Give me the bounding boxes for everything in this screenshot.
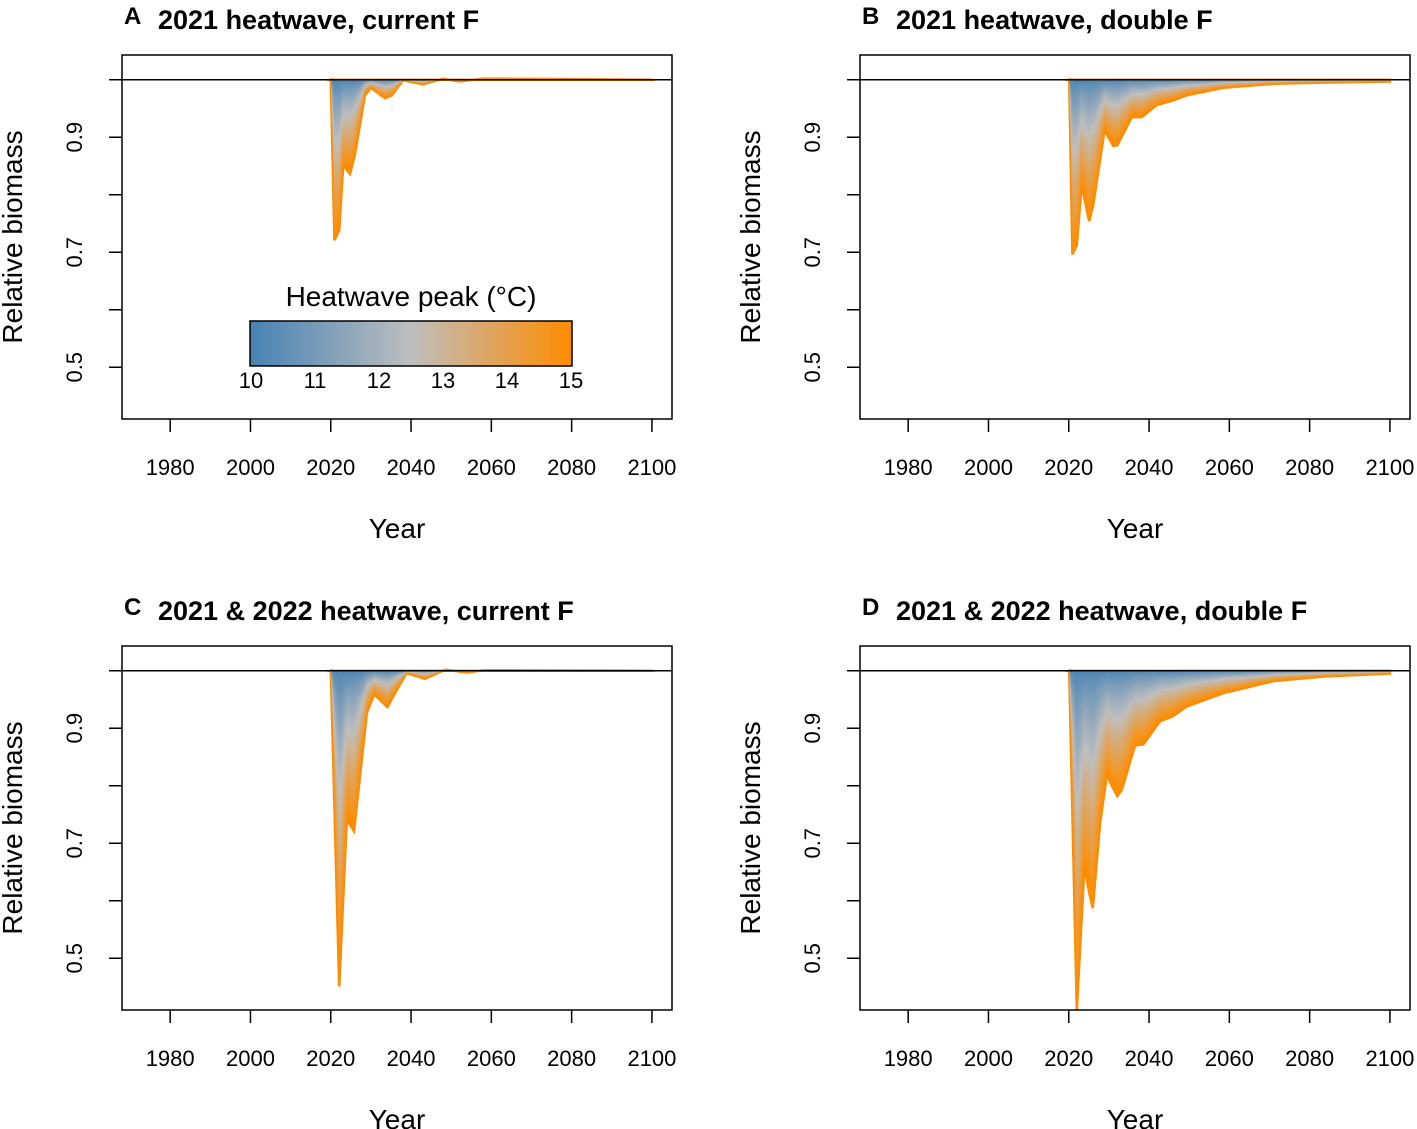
heatwave-area-13.83C [330,669,652,895]
heatwave-area-14.67C [330,78,652,227]
panel-b: B 2021 heatwave, double F 1980 2000 2020 2040… [735,3,1414,544]
colorbar-tick-label: 15 [559,368,583,393]
y-axis-label: Relative biomass [735,721,766,934]
y-tick-label: 0.9 [800,122,825,153]
y-tick-label: 0.5 [800,352,825,383]
panel-letter: C [124,594,141,621]
x-tick-label: 2060 [467,1046,516,1071]
x-tick-label: 2020 [1044,1046,1093,1071]
colorbar-legend: Heatwave peak (°C) 10 11 12 13 14 15 [239,281,583,393]
heatwave-area-14.17C [330,78,652,207]
y-axis-label: Relative biomass [0,721,28,934]
y-tick-label: 0.5 [800,943,825,974]
x-tick-label: 2100 [627,455,676,480]
x-tick-label: 2100 [1365,455,1414,480]
heatwave-area-14.17C [330,669,652,920]
x-tick-label: 2080 [1285,1046,1334,1071]
heatwave-area-14.67C [330,669,652,960]
y-tick-label: 0.7 [62,828,87,859]
x-tick-label: 2060 [1205,1046,1254,1071]
heatwave-area-14.33C [330,78,652,213]
y-axis-label: Relative biomass [0,130,28,343]
colorbar-gradient [249,320,573,367]
x-axis-label: Year [1107,1104,1164,1129]
colorbar-tick-label: 13 [431,368,455,393]
panel-title: 2021 & 2022 heatwave, current F [158,596,574,626]
y-tick-label: 0.9 [62,713,87,744]
x-tick-label: 2080 [1285,455,1334,480]
panel-d: D 2021 & 2022 heatwave, double F 1980 2000 2… [735,594,1414,1129]
x-axis-label: Year [369,1104,426,1129]
x-tick-label: 2100 [1365,1046,1414,1071]
x-tick-label: 2000 [964,1046,1013,1071]
x-tick-label: 1980 [146,1046,195,1071]
heatwave-area-family [326,77,655,241]
panel-c: C 2021 & 2022 heatwave, current F 1980 2000… [0,594,676,1129]
panel-title: 2021 heatwave, double F [896,5,1213,35]
colorbar-tick-label: 12 [367,368,391,393]
x-tick-label: 2020 [306,455,355,480]
x-tick-label: 2080 [547,1046,596,1071]
x-axis-label: Year [1107,513,1164,544]
heatwave-area-14.00C [330,669,652,907]
y-axis-label: Relative biomass [735,130,766,343]
heatwave-area-14.00C [330,78,652,200]
colorbar-tick-label: 14 [495,368,519,393]
colorbar-title: Heatwave peak (°C) [286,281,537,312]
plot-frame [859,645,1411,1011]
panel-title: 2021 heatwave, current F [158,5,479,35]
heatwave-area-family [1065,668,1392,1011]
y-tick-label: 0.7 [800,237,825,268]
y-tick-label: 0.7 [800,828,825,859]
colorbar-tick-label: 10 [239,368,263,393]
heatwave-area-14.50C [330,669,652,946]
x-tick-label: 2020 [1044,455,1093,480]
y-tick-label: 0.5 [62,352,87,383]
plot-frame [859,54,1411,420]
x-tick-label: 2040 [387,1046,436,1071]
x-tick-label: 2040 [1125,1046,1174,1071]
heatwave-area-15.00C [326,77,655,241]
x-tick-label: 2100 [627,1046,676,1071]
x-tick-label: 2060 [467,455,516,480]
panel-letter: A [124,3,141,30]
y-tick-label: 0.5 [62,943,87,974]
x-tick-label: 2040 [1125,455,1174,480]
heatwave-area-14.83C [330,669,652,973]
panel-title: 2021 & 2022 heatwave, double F [896,596,1307,626]
panel-letter: B [862,3,879,30]
heatwave-area-14.83C [330,78,652,234]
x-tick-label: 1980 [146,455,195,480]
x-tick-label: 2040 [387,455,436,480]
y-tick-label: 0.7 [62,237,87,268]
y-tick-label: 0.9 [62,122,87,153]
y-tick-label: 0.9 [800,713,825,744]
heatwave-area-family [1065,77,1392,256]
heatwave-area-14.33C [330,669,652,933]
plot-frame [121,54,673,420]
panel-a: A 2021 heatwave, current F 1980 2000 2020 204… [0,3,676,544]
x-tick-label: 2000 [226,1046,275,1071]
heatwave-area-13.67C [330,670,652,882]
heatwave-area-14.50C [330,78,652,220]
x-tick-label: 1980 [884,1046,933,1071]
plot-frame [121,645,673,1011]
heatwave-area-family [326,668,655,987]
x-tick-label: 1980 [884,455,933,480]
heatwave-area-15.00C [326,668,655,987]
x-tick-label: 2080 [547,455,596,480]
panel-letter: D [862,594,879,621]
x-tick-label: 2000 [226,455,275,480]
x-axis-label: Year [369,513,426,544]
x-tick-label: 2020 [306,1046,355,1071]
colorbar-tick-label: 11 [304,368,327,393]
heatwave-area-13.83C [330,78,652,194]
x-tick-label: 2000 [964,455,1013,480]
x-tick-label: 2060 [1205,455,1254,480]
